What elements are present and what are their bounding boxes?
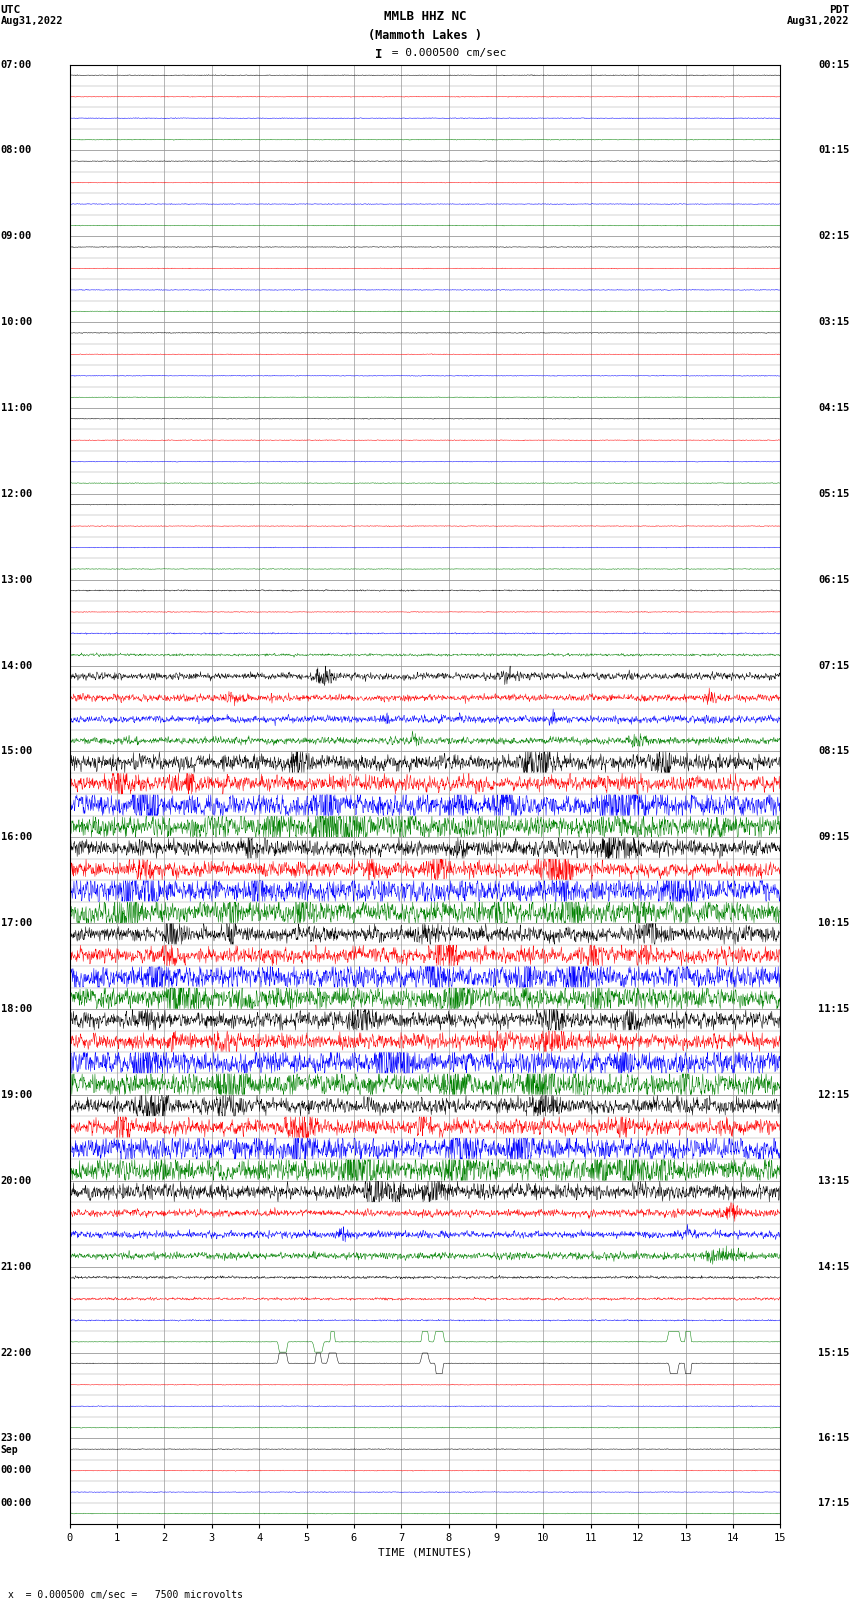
Text: 11:15: 11:15 — [818, 1003, 849, 1015]
Text: Aug31,2022: Aug31,2022 — [1, 16, 64, 26]
Text: 17:00: 17:00 — [1, 918, 32, 927]
Text: 08:15: 08:15 — [818, 747, 849, 756]
Text: I: I — [375, 48, 382, 61]
Text: 07:00: 07:00 — [1, 60, 32, 69]
Text: Aug31,2022: Aug31,2022 — [786, 16, 849, 26]
Text: 15:00: 15:00 — [1, 747, 32, 756]
Text: 01:15: 01:15 — [818, 145, 849, 155]
Text: MMLB HHZ NC: MMLB HHZ NC — [383, 10, 467, 23]
Text: 12:15: 12:15 — [818, 1090, 849, 1100]
Text: (Mammoth Lakes ): (Mammoth Lakes ) — [368, 29, 482, 42]
Text: 11:00: 11:00 — [1, 403, 32, 413]
Text: 09:15: 09:15 — [818, 832, 849, 842]
Text: x  = 0.000500 cm/sec =   7500 microvolts: x = 0.000500 cm/sec = 7500 microvolts — [8, 1590, 243, 1600]
Text: 20:00: 20:00 — [1, 1176, 32, 1186]
Text: 19:00: 19:00 — [1, 1090, 32, 1100]
Text: 23:00: 23:00 — [1, 1434, 32, 1444]
Text: 00:00: 00:00 — [1, 1498, 32, 1508]
Text: 14:00: 14:00 — [1, 661, 32, 671]
Text: UTC: UTC — [1, 5, 21, 15]
Text: Sep: Sep — [1, 1445, 19, 1455]
Text: 13:00: 13:00 — [1, 574, 32, 586]
Text: PDT: PDT — [829, 5, 849, 15]
Text: = 0.000500 cm/sec: = 0.000500 cm/sec — [385, 48, 507, 58]
Text: 15:15: 15:15 — [818, 1347, 849, 1358]
Text: 05:15: 05:15 — [818, 489, 849, 498]
Text: 10:00: 10:00 — [1, 318, 32, 327]
X-axis label: TIME (MINUTES): TIME (MINUTES) — [377, 1547, 473, 1558]
Text: 16:15: 16:15 — [818, 1434, 849, 1444]
Text: 13:15: 13:15 — [818, 1176, 849, 1186]
Text: 04:15: 04:15 — [818, 403, 849, 413]
Text: 12:00: 12:00 — [1, 489, 32, 498]
Text: 18:00: 18:00 — [1, 1003, 32, 1015]
Text: 03:15: 03:15 — [818, 318, 849, 327]
Text: 00:15: 00:15 — [818, 60, 849, 69]
Text: 14:15: 14:15 — [818, 1261, 849, 1271]
Text: 00:00: 00:00 — [1, 1465, 32, 1474]
Text: 16:00: 16:00 — [1, 832, 32, 842]
Text: 17:15: 17:15 — [818, 1498, 849, 1508]
Text: 22:00: 22:00 — [1, 1347, 32, 1358]
Text: 10:15: 10:15 — [818, 918, 849, 927]
Text: 08:00: 08:00 — [1, 145, 32, 155]
Text: 07:15: 07:15 — [818, 661, 849, 671]
Text: 02:15: 02:15 — [818, 231, 849, 242]
Text: 09:00: 09:00 — [1, 231, 32, 242]
Text: 06:15: 06:15 — [818, 574, 849, 586]
Text: 21:00: 21:00 — [1, 1261, 32, 1271]
